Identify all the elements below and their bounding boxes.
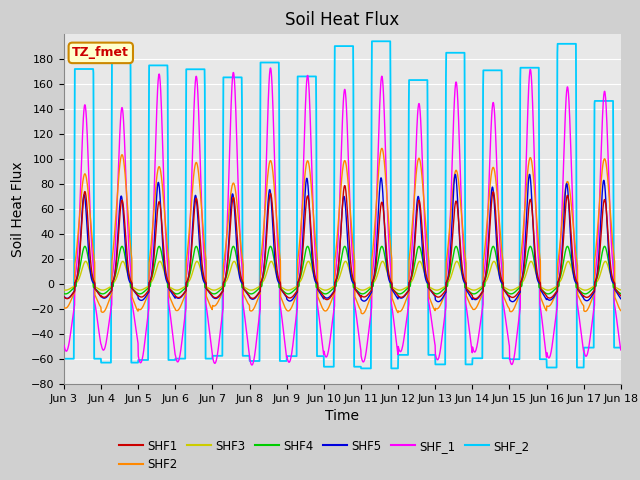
- SHF3: [568, 266, 575, 272]
- SHF_2: [60, 356, 68, 361]
- SHF_1: [359, 359, 367, 365]
- SHF_1: [617, 347, 625, 353]
- SHF4: [61, 291, 69, 297]
- SHF3: [371, 278, 379, 284]
- SHF_1: [584, 350, 591, 356]
- SHF1: [340, 183, 348, 189]
- SHF2: [358, 311, 366, 317]
- SHF_1: [60, 342, 68, 348]
- SHF_2: [584, 345, 591, 350]
- SHF_1: [216, 337, 223, 343]
- Line: SHF1: SHF1: [64, 186, 621, 300]
- SHF5: [504, 293, 512, 299]
- Line: SHF5: SHF5: [64, 174, 621, 302]
- SHF5: [568, 259, 576, 265]
- SHF1: [60, 294, 68, 300]
- SHF3: [584, 287, 591, 293]
- SHF5: [358, 298, 366, 303]
- Legend: SHF1, SHF2, SHF3, SHF4, SHF5, SHF_1, SHF_2: SHF1, SHF2, SHF3, SHF4, SHF5, SHF_1, SHF…: [115, 435, 534, 476]
- SHF2: [371, 223, 379, 229]
- SHF5: [584, 298, 591, 303]
- SHF5: [216, 293, 223, 299]
- SHF4: [359, 291, 367, 297]
- SHF2: [617, 308, 625, 313]
- Line: SHF3: SHF3: [64, 262, 621, 290]
- SHF_2: [216, 353, 223, 359]
- SHF4: [371, 274, 379, 280]
- SHF1: [617, 293, 625, 299]
- SHF5: [509, 299, 516, 305]
- SHF1: [584, 294, 591, 300]
- SHF4: [504, 290, 512, 296]
- Line: SHF_2: SHF_2: [64, 41, 621, 368]
- SHF4: [568, 261, 575, 267]
- X-axis label: Time: Time: [325, 409, 360, 423]
- SHF1: [323, 297, 331, 302]
- SHF1: [359, 294, 367, 300]
- SHF_2: [617, 345, 625, 350]
- SHF4: [601, 243, 609, 249]
- SHF5: [371, 270, 378, 276]
- SHF2: [568, 210, 576, 216]
- SHF_1: [267, 65, 275, 71]
- SHF5: [525, 171, 533, 177]
- SHF_1: [505, 338, 513, 344]
- SHF5: [60, 294, 68, 300]
- SHF2: [359, 311, 367, 317]
- Line: SHF4: SHF4: [64, 246, 621, 294]
- SHF2: [378, 145, 385, 151]
- SHF2: [505, 305, 513, 311]
- SHF4: [216, 288, 223, 294]
- SHF3: [60, 287, 68, 293]
- SHF_2: [359, 365, 367, 371]
- SHF5: [617, 296, 625, 301]
- SHF1: [505, 293, 513, 299]
- SHF_2: [368, 38, 376, 44]
- SHF1: [568, 246, 576, 252]
- SHF1: [216, 293, 223, 299]
- Y-axis label: Soil Heat Flux: Soil Heat Flux: [12, 161, 25, 257]
- Title: Soil Heat Flux: Soil Heat Flux: [285, 11, 399, 29]
- SHF3: [216, 285, 223, 291]
- SHF3: [504, 287, 512, 292]
- SHF4: [584, 290, 591, 296]
- SHF2: [60, 304, 68, 310]
- SHF2: [584, 307, 591, 312]
- SHF_1: [568, 184, 576, 190]
- SHF3: [617, 287, 625, 293]
- SHF_2: [357, 365, 365, 371]
- SHF_2: [568, 41, 576, 47]
- SHF_1: [371, 237, 379, 243]
- SHF3: [602, 259, 609, 264]
- SHF_1: [248, 362, 256, 368]
- SHF_2: [505, 355, 513, 361]
- SHF4: [60, 291, 68, 297]
- SHF3: [359, 287, 367, 293]
- Line: SHF2: SHF2: [64, 148, 621, 314]
- SHF4: [617, 291, 625, 297]
- SHF3: [61, 287, 69, 293]
- Text: TZ_fmet: TZ_fmet: [72, 47, 129, 60]
- SHF1: [371, 270, 379, 276]
- SHF_2: [371, 38, 379, 44]
- SHF2: [216, 297, 223, 302]
- Line: SHF_1: SHF_1: [64, 68, 621, 365]
